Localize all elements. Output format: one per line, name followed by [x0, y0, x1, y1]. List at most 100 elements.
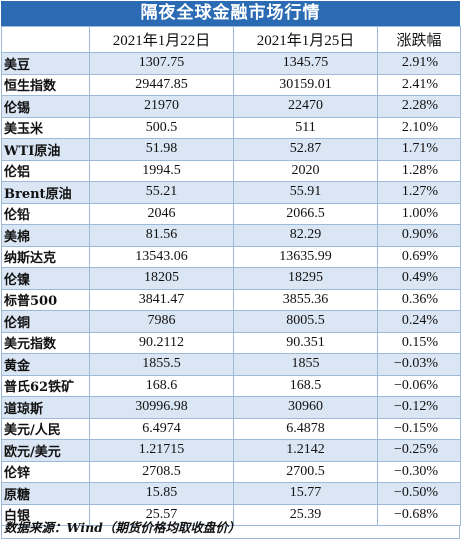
- row-value-date-1: 30996.98: [89, 396, 234, 419]
- row-change: 2.91%: [377, 52, 461, 75]
- header-date-1: 2021年1月22日: [89, 26, 234, 53]
- row-name: 纳斯达克: [1, 245, 90, 268]
- row-value-date-1: 1307.75: [89, 52, 234, 75]
- row-value-date-1: 51.98: [89, 138, 234, 161]
- row-value-date-1: 7986: [89, 310, 234, 333]
- row-value-date-1: 1855.5: [89, 353, 234, 376]
- row-name: 伦铜: [1, 310, 90, 333]
- row-name: 伦铝: [1, 159, 90, 182]
- row-name: 原糖: [1, 482, 90, 505]
- row-value-date-1: 18205: [89, 267, 234, 290]
- table-row: 伦铜 7986 8005.5 0.24%: [1, 310, 461, 333]
- row-change: 2.41%: [377, 73, 461, 96]
- table-row: WTI原油 51.98 52.87 1.71%: [1, 138, 461, 161]
- table-row: Brent原油 55.21 55.91 1.27%: [1, 181, 461, 204]
- row-name: 伦铅: [1, 202, 90, 225]
- row-value-date-1: 2046: [89, 202, 234, 225]
- row-change: −0.03%: [377, 353, 461, 376]
- row-value-date-1: 1.21715: [89, 439, 234, 462]
- row-name: 伦锌: [1, 460, 90, 483]
- row-name: 普氏62铁矿: [1, 374, 90, 397]
- row-value-date-1: 6.4974: [89, 417, 234, 440]
- data-source-note: 数据来源：Wind（期货价格均取收盘价）: [4, 520, 241, 535]
- row-value-date-1: 29447.85: [89, 73, 234, 96]
- row-change: −0.68%: [377, 503, 461, 526]
- row-change: 1.71%: [377, 138, 461, 161]
- row-value-date-2: 18295: [233, 267, 378, 290]
- row-name: 美豆: [1, 52, 90, 75]
- row-name: 伦镍: [1, 267, 90, 290]
- table-row: 恒生指数 29447.85 30159.01 2.41%: [1, 73, 461, 96]
- row-value-date-1: 500.5: [89, 116, 234, 139]
- row-value-date-1: 2708.5: [89, 460, 234, 483]
- row-change: 0.36%: [377, 288, 461, 311]
- row-value-date-1: 21970: [89, 95, 234, 118]
- row-value-date-2: 2020: [233, 159, 378, 182]
- row-value-date-2: 13635.99: [233, 245, 378, 268]
- row-value-date-2: 55.91: [233, 181, 378, 204]
- table-title: 隔夜全球金融市场行情: [1, 1, 460, 26]
- row-value-date-2: 30960: [233, 396, 378, 419]
- table-row: 欧元/美元 1.21715 1.2142 −0.25%: [1, 439, 461, 462]
- table-row: 原糖 15.85 15.77 −0.50%: [1, 482, 461, 505]
- table-row: 美棉 81.56 82.29 0.90%: [1, 224, 461, 247]
- row-change: 1.28%: [377, 159, 461, 182]
- row-value-date-1: 13543.06: [89, 245, 234, 268]
- row-name: 美棉: [1, 224, 90, 247]
- table-row: 普氏62铁矿 168.6 168.5 −0.06%: [1, 374, 461, 397]
- table-row: 黄金 1855.5 1855 −0.03%: [1, 353, 461, 376]
- row-name: 美元指数: [1, 331, 90, 354]
- row-value-date-2: 2066.5: [233, 202, 378, 225]
- row-change: 0.69%: [377, 245, 461, 268]
- row-name: 黄金: [1, 353, 90, 376]
- table-row: 伦锡 21970 22470 2.28%: [1, 95, 461, 118]
- row-value-date-2: 8005.5: [233, 310, 378, 333]
- row-change: 0.49%: [377, 267, 461, 290]
- row-value-date-1: 25.57: [89, 503, 234, 526]
- row-change: 2.28%: [377, 95, 461, 118]
- row-value-date-1: 81.56: [89, 224, 234, 247]
- row-value-date-2: 15.77: [233, 482, 378, 505]
- row-value-date-2: 25.39: [233, 503, 378, 526]
- header-row: 2021年1月22日 2021年1月25日 涨跌幅: [1, 26, 461, 53]
- row-value-date-2: 168.5: [233, 374, 378, 397]
- row-value-date-2: 6.4878: [233, 417, 378, 440]
- row-change: −0.25%: [377, 439, 461, 462]
- row-value-date-1: 3841.47: [89, 288, 234, 311]
- table-row: 伦铅 2046 2066.5 1.00%: [1, 202, 461, 225]
- row-value-date-2: 1.2142: [233, 439, 378, 462]
- row-change: −0.15%: [377, 417, 461, 440]
- row-value-date-2: 22470: [233, 95, 378, 118]
- row-change: −0.50%: [377, 482, 461, 505]
- table-row: 伦锌 2708.5 2700.5 −0.30%: [1, 460, 461, 483]
- row-change: 2.10%: [377, 116, 461, 139]
- row-change: −0.12%: [377, 396, 461, 419]
- table-row: 标普500 3841.47 3855.36 0.36%: [1, 288, 461, 311]
- row-value-date-2: 82.29: [233, 224, 378, 247]
- row-name: 伦锡: [1, 95, 90, 118]
- row-name: 标普500: [1, 288, 90, 311]
- header-date-2: 2021年1月25日: [233, 26, 378, 53]
- row-value-date-1: 168.6: [89, 374, 234, 397]
- table-row: 伦镍 18205 18295 0.49%: [1, 267, 461, 290]
- row-name: 白银: [1, 503, 90, 526]
- row-value-date-1: 1994.5: [89, 159, 234, 182]
- table-row: 美豆 1307.75 1345.75 2.91%: [1, 52, 461, 75]
- row-value-date-1: 15.85: [89, 482, 234, 505]
- table-row: 美元/人民 6.4974 6.4878 −0.15%: [1, 417, 461, 440]
- row-value-date-2: 1855: [233, 353, 378, 376]
- row-name: 欧元/美元: [1, 439, 90, 462]
- table-row: 纳斯达克 13543.06 13635.99 0.69%: [1, 245, 461, 268]
- table-row: 伦铝 1994.5 2020 1.28%: [1, 159, 461, 182]
- row-value-date-2: 2700.5: [233, 460, 378, 483]
- row-change: 1.27%: [377, 181, 461, 204]
- row-value-date-2: 3855.36: [233, 288, 378, 311]
- table-row: 白银 25.57 25.39 −0.68%: [1, 503, 461, 526]
- row-value-date-2: 1345.75: [233, 52, 378, 75]
- row-change: 0.90%: [377, 224, 461, 247]
- row-name: 恒生指数: [1, 73, 90, 96]
- row-change: 0.24%: [377, 310, 461, 333]
- row-value-date-2: 30159.01: [233, 73, 378, 96]
- market-table: 2021年1月22日 2021年1月25日 涨跌幅 美豆 1307.75 1345.…: [1, 26, 461, 526]
- row-name: 道琼斯: [1, 396, 90, 419]
